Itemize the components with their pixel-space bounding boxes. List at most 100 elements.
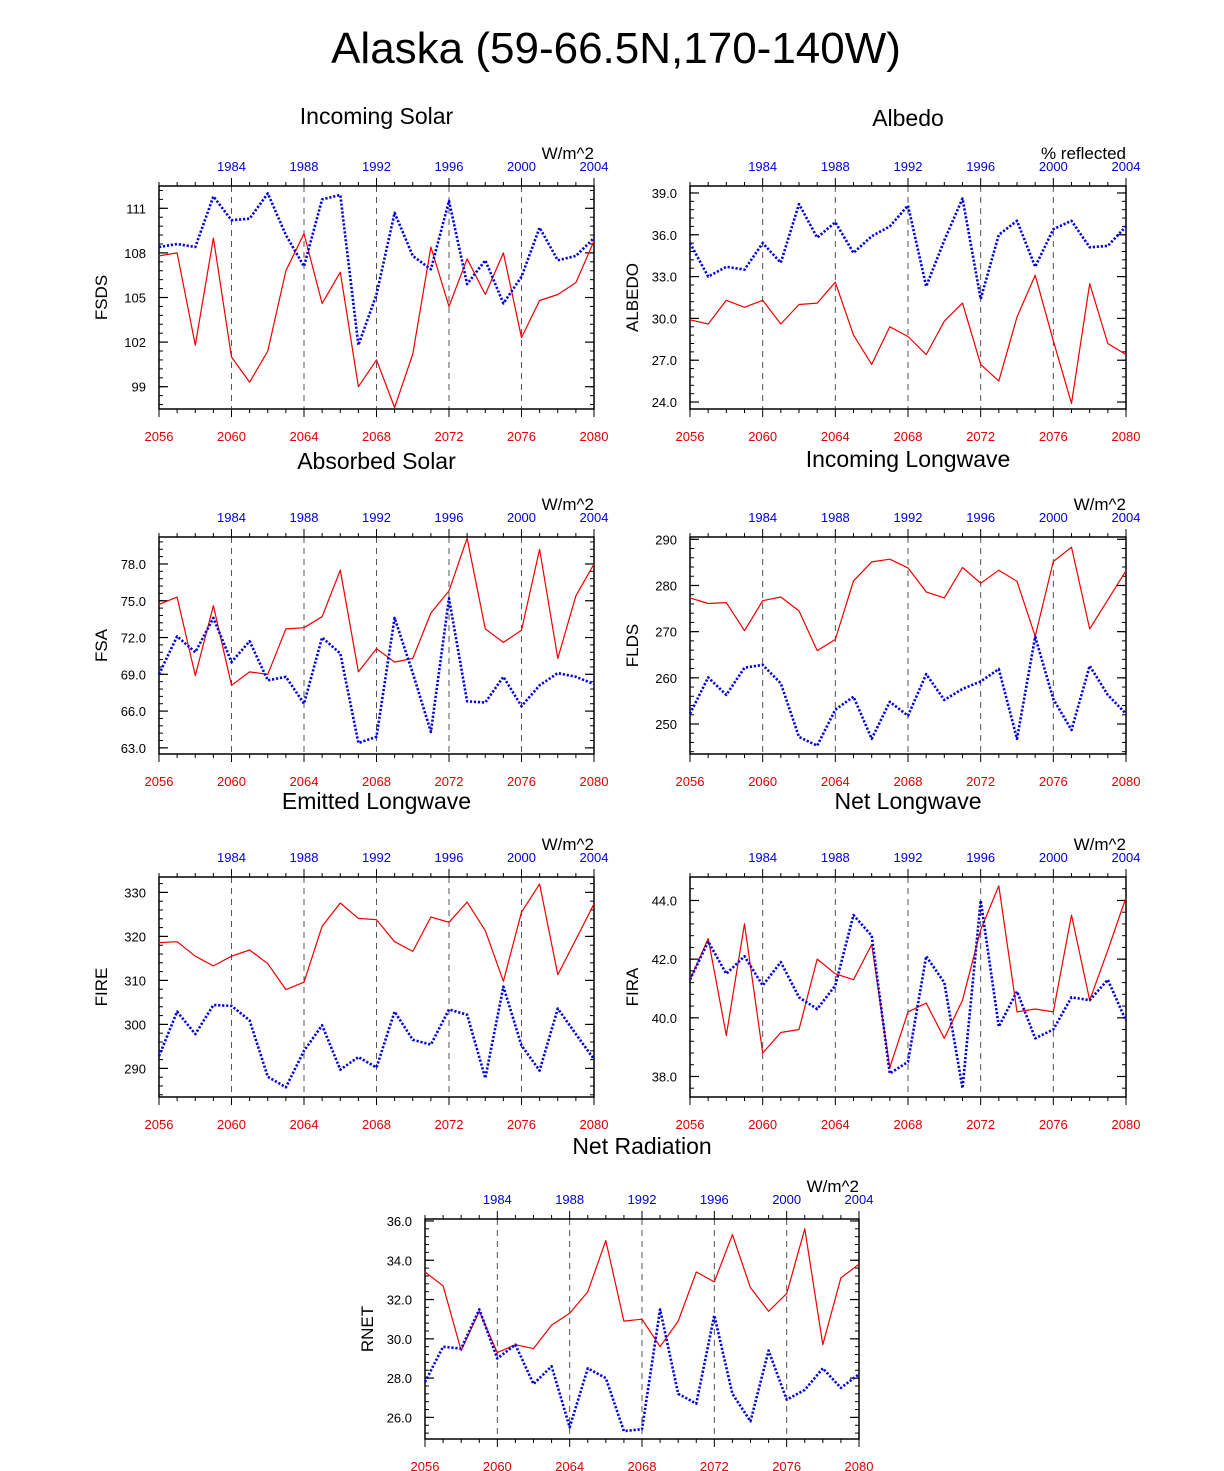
series-line-historical-albedo	[688, 197, 1127, 301]
y-tick-label-albedo: 24.0	[652, 395, 677, 410]
y-tick-label-albedo: 36.0	[652, 228, 677, 243]
y-tick-label-albedo: 30.0	[652, 311, 677, 326]
series-line-historical-fsa	[157, 596, 595, 745]
x-top-tick-label-rnet: 1992	[628, 1192, 657, 1207]
x-top-tick-label-flds: 1996	[966, 510, 995, 525]
x-bottom-tick-label-flds: 2076	[1039, 774, 1068, 789]
x-top-tick-label-flds: 2004	[1112, 510, 1141, 525]
panel-title-fira: Net Longwave	[834, 788, 981, 814]
x-top-tick-label-albedo: 1992	[894, 159, 923, 174]
y-tick-label-flds: 280	[655, 578, 677, 593]
x-bottom-tick-label-albedo: 2072	[966, 429, 995, 444]
x-top-tick-label-fsds: 2000	[507, 159, 536, 174]
x-top-tick-label-fire: 2000	[507, 850, 536, 865]
panel-title-albedo: Albedo	[872, 105, 944, 131]
y-tick-label-fsds: 105	[124, 291, 146, 306]
x-bottom-tick-label-rnet: 2068	[628, 1459, 657, 1471]
x-bottom-tick-label-fira: 2056	[676, 1117, 705, 1132]
units-label-albedo: % reflected	[1041, 144, 1126, 163]
x-bottom-tick-label-fira: 2076	[1039, 1117, 1068, 1132]
y-tick-label-rnet: 30.0	[387, 1332, 412, 1347]
x-bottom-tick-label-fire: 2068	[362, 1117, 391, 1132]
x-top-tick-label-fira: 1996	[966, 850, 995, 865]
x-bottom-tick-label-fsa: 2060	[217, 774, 246, 789]
units-label-rnet: W/m^2	[807, 1177, 859, 1196]
y-tick-label-fsds: 111	[126, 201, 146, 216]
y-tick-label-rnet: 26.0	[387, 1410, 412, 1425]
units-label-fsa: W/m^2	[542, 495, 594, 514]
y-axis-label-rnet: RNET	[358, 1306, 377, 1352]
y-tick-label-fira: 38.0	[652, 1069, 677, 1084]
x-top-tick-label-fsa: 2004	[580, 510, 609, 525]
x-bottom-tick-label-albedo: 2080	[1112, 429, 1141, 444]
y-tick-label-flds: 250	[655, 717, 677, 732]
x-bottom-tick-label-fsds: 2080	[580, 429, 609, 444]
x-bottom-tick-label-fsds: 2076	[507, 429, 536, 444]
x-bottom-tick-label-fire: 2072	[435, 1117, 464, 1132]
series-line-historical-fira	[688, 899, 1128, 1090]
series-line-future-fsa	[158, 537, 595, 686]
units-label-fsds: W/m^2	[542, 144, 594, 163]
x-bottom-tick-label-fsa: 2068	[362, 774, 391, 789]
panel-title-flds: Incoming Longwave	[806, 446, 1011, 472]
x-top-tick-label-fsa: 1992	[362, 510, 391, 525]
x-top-tick-label-fsa: 1988	[290, 510, 319, 525]
x-bottom-tick-label-rnet: 2080	[845, 1459, 874, 1471]
x-bottom-tick-label-albedo: 2068	[894, 429, 923, 444]
x-bottom-tick-label-albedo: 2076	[1039, 429, 1068, 444]
x-bottom-tick-label-fsds: 2060	[217, 429, 246, 444]
x-top-tick-label-albedo: 1984	[748, 159, 777, 174]
x-bottom-tick-label-fira: 2072	[966, 1117, 995, 1132]
y-tick-label-fire: 290	[124, 1061, 146, 1076]
y-tick-label-fsa: 69.0	[121, 667, 146, 682]
x-bottom-tick-label-fire: 2056	[145, 1117, 174, 1132]
x-top-tick-label-albedo: 1988	[821, 159, 850, 174]
y-tick-label-flds: 270	[655, 625, 677, 640]
x-bottom-tick-label-fsds: 2064	[290, 429, 319, 444]
x-top-tick-label-fire: 1988	[290, 850, 319, 865]
series-line-future-fsds	[158, 233, 595, 409]
series-line-future-rnet	[424, 1228, 860, 1354]
y-tick-label-fire: 330	[124, 885, 146, 900]
x-top-tick-label-fira: 2000	[1039, 850, 1068, 865]
x-top-tick-label-flds: 1984	[748, 510, 777, 525]
x-top-tick-label-fsds: 1984	[217, 159, 246, 174]
y-tick-label-rnet: 28.0	[387, 1371, 412, 1386]
panel-title-fsa: Absorbed Solar	[297, 448, 456, 474]
panel-title-fsds: Incoming Solar	[300, 103, 454, 129]
x-top-tick-label-albedo: 2004	[1112, 159, 1141, 174]
y-tick-label-fire: 310	[124, 973, 146, 988]
y-tick-label-fsa: 75.0	[121, 594, 146, 609]
x-top-tick-label-fira: 1988	[821, 850, 850, 865]
y-tick-label-fire: 300	[124, 1017, 146, 1032]
x-bottom-tick-label-flds: 2072	[966, 774, 995, 789]
y-tick-label-fsds: 102	[124, 335, 146, 350]
y-tick-label-fsa: 72.0	[121, 631, 146, 646]
x-top-tick-label-fsds: 2004	[580, 159, 609, 174]
y-tick-label-fira: 44.0	[652, 893, 677, 908]
panel-title-fire: Emitted Longwave	[282, 788, 471, 814]
x-top-tick-label-fsa: 1984	[217, 510, 246, 525]
y-tick-label-flds: 290	[655, 532, 677, 547]
y-tick-label-albedo: 27.0	[652, 353, 677, 368]
x-top-tick-label-fsa: 1996	[435, 510, 464, 525]
x-top-tick-label-rnet: 2000	[772, 1192, 801, 1207]
x-bottom-tick-label-fira: 2080	[1112, 1117, 1141, 1132]
y-tick-label-fire: 320	[124, 929, 146, 944]
x-top-tick-label-fira: 1984	[748, 850, 777, 865]
units-label-fira: W/m^2	[1074, 835, 1126, 854]
x-top-tick-label-fire: 1996	[435, 850, 464, 865]
x-bottom-tick-label-rnet: 2072	[700, 1459, 729, 1471]
x-bottom-tick-label-flds: 2068	[894, 774, 923, 789]
x-bottom-tick-label-fsa: 2076	[507, 774, 536, 789]
x-top-tick-label-flds: 1988	[821, 510, 850, 525]
y-tick-label-rnet: 36.0	[387, 1214, 412, 1229]
x-bottom-tick-label-rnet: 2064	[555, 1459, 584, 1471]
x-bottom-tick-label-rnet: 2056	[411, 1459, 440, 1471]
y-tick-label-fira: 40.0	[652, 1011, 677, 1026]
y-tick-label-fsa: 66.0	[121, 704, 146, 719]
x-bottom-tick-label-fsa: 2064	[290, 774, 319, 789]
x-bottom-tick-label-fire: 2080	[580, 1117, 609, 1132]
x-bottom-tick-label-fire: 2076	[507, 1117, 536, 1132]
